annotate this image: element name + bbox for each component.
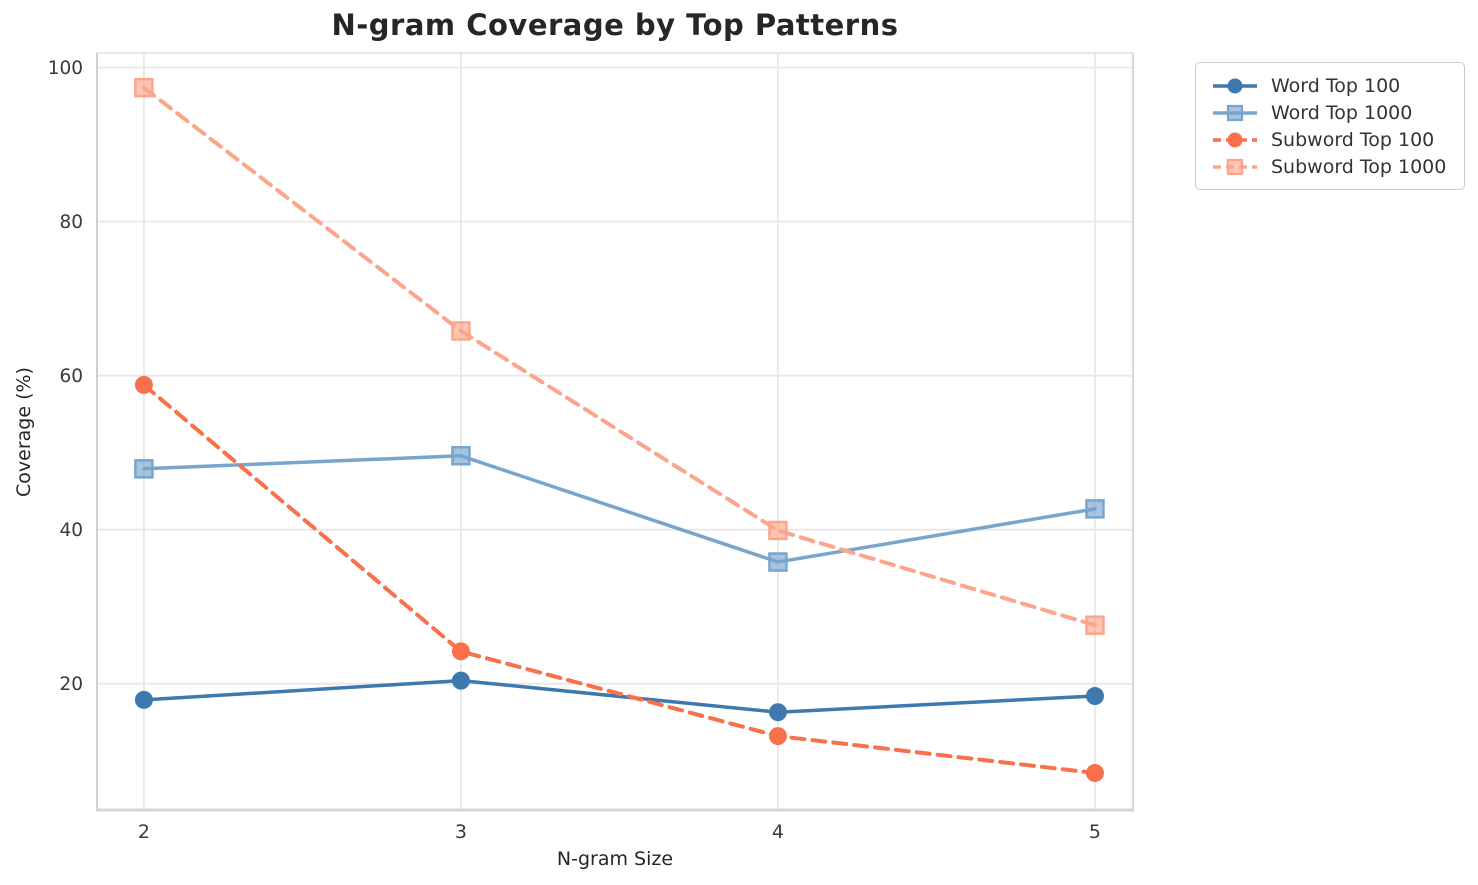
marker-square-subword-top-1000 <box>451 321 471 341</box>
x-tick-label: 2 <box>138 821 150 843</box>
legend-item-subword-top-100: Subword Top 100 <box>1210 126 1450 153</box>
legend-label-subword-top-1000: Subword Top 1000 <box>1271 155 1447 178</box>
x-tick-label: 5 <box>1089 821 1101 843</box>
marker-square-subword-top-1000 <box>768 520 788 541</box>
y-tick-label: 100 <box>48 58 83 79</box>
y-tick-label: 60 <box>59 366 83 387</box>
legend-sample-word-top-100 <box>1213 78 1257 93</box>
chart-title: N-gram Coverage by Top Patterns <box>331 8 899 42</box>
marker-circle-word-top-100 <box>451 671 470 690</box>
series-line-subword-top-100 <box>141 382 1097 775</box>
marker-square-word-top-1000 <box>1085 499 1105 519</box>
x-tick-label: 3 <box>455 821 467 843</box>
legend-label-subword-top-100: Subword Top 100 <box>1271 128 1435 151</box>
series-line-subword-top-1000 <box>141 85 1097 628</box>
legend-label-word-top-1000: Word Top 1000 <box>1271 101 1413 124</box>
marker-circle-word-top-100 <box>768 703 787 722</box>
legend-sample-subword-top-1000 <box>1213 158 1257 175</box>
marker-circle-subword-top-100 <box>768 727 787 746</box>
y-tick-label: 40 <box>59 520 83 541</box>
marker-square-word-top-1000 <box>134 459 154 479</box>
legend-sample-word-top-1000 <box>1213 104 1257 121</box>
y-tick-label: 80 <box>59 212 83 233</box>
series-line-word-top-1000 <box>142 454 1097 564</box>
y-axis-label: Coverage (%) <box>13 367 35 497</box>
marker-square-word-top-1000 <box>768 552 788 572</box>
legend-item-word-top-1000: Word Top 1000 <box>1210 99 1450 126</box>
series-line-word-top-100 <box>142 678 1097 714</box>
marker-square-subword-top-1000 <box>1085 615 1105 635</box>
legend-item-word-top-100: Word Top 100 <box>1210 72 1450 99</box>
legend-item-subword-top-1000: Subword Top 1000 <box>1210 153 1450 180</box>
y-tick-label: 20 <box>59 674 83 695</box>
marker-circle-word-top-100 <box>1085 687 1104 706</box>
marker-circle-word-top-100 <box>134 690 153 709</box>
marker-square-subword-top-1000 <box>134 77 154 98</box>
marker-circle-subword-top-100 <box>1085 764 1104 783</box>
x-tick-label: 4 <box>772 821 784 843</box>
marker-circle-subword-top-100 <box>134 375 153 394</box>
legend-label-word-top-100: Word Top 100 <box>1271 74 1401 97</box>
x-axis-label: N-gram Size <box>556 848 674 870</box>
legend-sample-subword-top-100 <box>1213 132 1257 147</box>
marker-circle-subword-top-100 <box>451 642 470 661</box>
marker-square-word-top-1000 <box>451 446 471 466</box>
legend: Word Top 100 Word Top 1000 Subword Top 100… <box>1195 62 1465 190</box>
